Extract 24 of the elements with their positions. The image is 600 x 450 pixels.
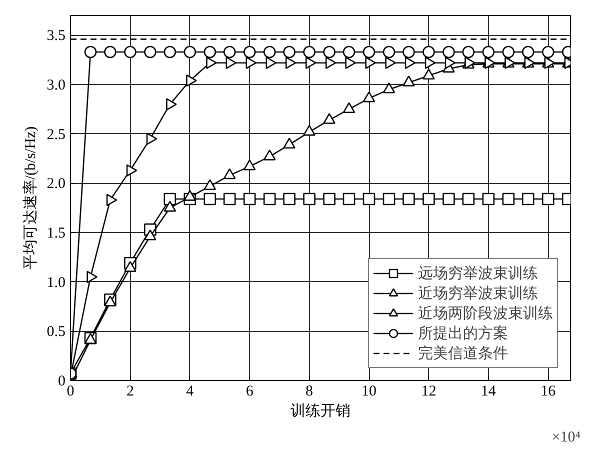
x-tick-label: 16 (540, 384, 556, 400)
y-axis-title: 平均可达速率/(b/s/Hz) (22, 126, 39, 270)
legend-label: 所提出的方案 (418, 324, 508, 342)
y-tick-label: 0.5 (46, 324, 66, 340)
x-tick-label: 10 (362, 384, 377, 400)
legend-label: 近场穷举波束训练 (418, 284, 538, 302)
legend-label: 完美信道条件 (418, 344, 508, 362)
y-tick-label: 3.5 (46, 28, 66, 44)
y-tick-label: 0 (58, 374, 66, 390)
y-tick-label: 2.5 (46, 126, 66, 143)
x-tick-label: 4 (186, 384, 194, 400)
y-tick-label: 1.0 (46, 274, 66, 291)
x-axis-title: 训练开销 (290, 402, 350, 420)
x-tick-label: 6 (246, 384, 254, 400)
x-tick-label: 12 (421, 384, 436, 400)
x-tick-label: 2 (126, 384, 134, 400)
x-tick-label: 8 (306, 384, 314, 400)
legend-label: 近场两阶段波束训练 (418, 304, 553, 322)
y-tick-label: 1.5 (46, 226, 66, 242)
legend-label: 远场穷举波束训练 (418, 264, 538, 282)
x-tick-label: 14 (480, 384, 496, 400)
y-tick-label: 3.0 (46, 78, 66, 94)
y-tick-label: 2.0 (46, 176, 66, 192)
text: ×10⁴ (552, 430, 581, 446)
